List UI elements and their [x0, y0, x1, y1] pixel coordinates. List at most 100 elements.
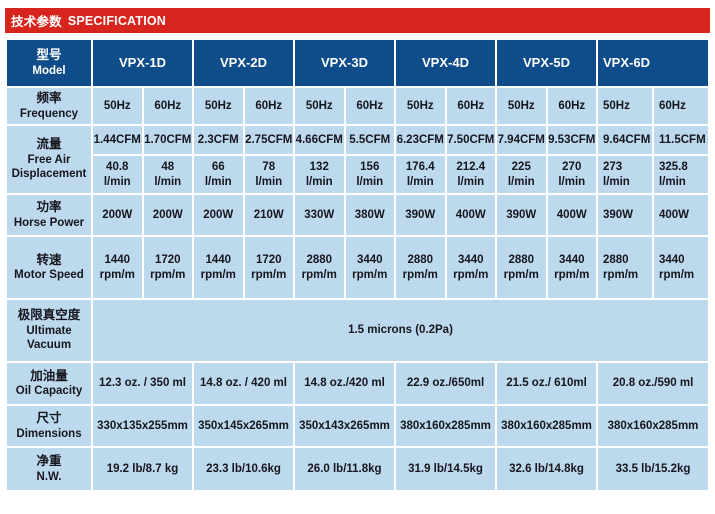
- frequency-value-cell: 60Hz: [446, 88, 495, 124]
- cfm-value-cell: 7.94CFM: [497, 126, 546, 154]
- speed-value: 2880: [407, 254, 434, 267]
- speed-value-cell: 2880 rpm/m: [396, 237, 445, 298]
- speed-value-cell: 2880 rpm/m: [295, 237, 344, 298]
- power-value-cell: 210W: [244, 195, 293, 235]
- power-value-cell: 390W: [396, 195, 445, 235]
- speed-value: 3440: [558, 254, 585, 267]
- lmin-value: 176.4: [405, 161, 435, 174]
- oil-value-cell: 21.5 oz./ 610ml: [497, 363, 596, 404]
- frequency-row: 频率 Frequency 50Hz 60Hz 50Hz 60Hz 50Hz 60…: [7, 88, 708, 124]
- speed-value-cell: 1720 rpm/m: [244, 237, 293, 298]
- frequency-value-cell: 50Hz: [93, 88, 142, 124]
- cfm-value-cell: 9.64CFM: [598, 126, 652, 154]
- frequency-label-zh: 频率: [36, 91, 62, 105]
- row-label-horse-power: 功率 Horse Power: [7, 195, 91, 235]
- lmin-unit: l/min: [305, 175, 333, 188]
- speed-unit: rpm/m: [352, 268, 388, 281]
- frequency-value-cell: 60Hz: [143, 88, 192, 124]
- lmin-value-cell: 176.4 l/min: [396, 156, 445, 193]
- model-row: 型号 Model VPX-1D VPX-2D VPX-3D VPX-4D VPX…: [7, 40, 708, 86]
- oil-value-cell: 20.8 oz./590 ml: [598, 363, 708, 404]
- oil-value-cell: 12.3 oz. / 350 ml: [93, 363, 192, 404]
- power-value-cell: 400W: [654, 195, 708, 235]
- lmin-value: 225: [511, 161, 531, 174]
- dimensions-row: 尺寸 Dimensions 330x135x255mm 350x145x265m…: [7, 406, 708, 446]
- speed-value: 2880: [603, 254, 629, 267]
- speed-value: 3440: [659, 254, 685, 267]
- frequency-value-cell: 60Hz: [244, 88, 293, 124]
- lmin-value-cell: 156 l/min: [345, 156, 394, 193]
- cfm-value-cell: 9.53CFM: [547, 126, 596, 154]
- lmin-value: 40.8: [106, 161, 129, 174]
- row-label-ultimate-vacuum: 极限真空度 Ultimate Vacuum: [7, 300, 91, 361]
- spec-title-en: SPECIFICATION: [67, 13, 167, 28]
- speed-value-cell: 1440 rpm/m: [194, 237, 243, 298]
- weight-value-cell: 31.9 lb/14.5kg: [396, 448, 495, 490]
- power-value-cell: 390W: [598, 195, 652, 235]
- free-air-lmin-row: 40.8 l/min 48 l/min 66 l/min 78 l/min 132 l/m…: [7, 156, 708, 193]
- lmin-value-cell: 325.8 l/min: [654, 156, 708, 193]
- lmin-unit: l/min: [406, 175, 434, 188]
- power-value-cell: 200W: [143, 195, 192, 235]
- speed-unit: rpm/m: [503, 268, 539, 281]
- horse-power-row: 功率 Horse Power 200W 200W 200W 210W 330W …: [7, 195, 708, 235]
- row-label-free-air: 流量 Free Air Displacement: [7, 126, 91, 193]
- cfm-value-cell: 6.23CFM: [396, 126, 445, 154]
- model-header-cell: VPX-1D: [93, 40, 192, 86]
- free-air-label-en2: Displacement: [11, 168, 87, 181]
- speed-unit: rpm/m: [200, 268, 236, 281]
- lmin-value: 78: [262, 161, 276, 174]
- row-label-oil-capacity: 加油量 Oil Capacity: [7, 363, 91, 404]
- net-weight-label-en: N.W.: [36, 470, 62, 483]
- vacuum-value-cell: 1.5 microns (0.2Pa): [93, 300, 708, 361]
- motor-speed-row: 转速 Motor Speed 1440 rpm/m 1720 rpm/m 1440 r…: [7, 237, 708, 298]
- dimensions-value-cell: 350x143x265mm: [295, 406, 394, 446]
- speed-value: 2880: [508, 254, 535, 267]
- speed-unit: rpm/m: [659, 268, 695, 281]
- lmin-value-cell: 225 l/min: [497, 156, 546, 193]
- ultimate-vacuum-row: 极限真空度 Ultimate Vacuum 1.5 microns (0.2Pa…: [7, 300, 708, 361]
- speed-value: 1440: [205, 254, 232, 267]
- cfm-value-cell: 2.3CFM: [194, 126, 243, 154]
- model-label-cell: 型号 Model: [7, 40, 91, 86]
- speed-value: 3440: [457, 254, 484, 267]
- lmin-value-cell: 66 l/min: [194, 156, 243, 193]
- weight-value-cell: 26.0 lb/11.8kg: [295, 448, 394, 490]
- speed-value: 1720: [154, 254, 181, 267]
- dimensions-value-cell: 380x160x285mm: [598, 406, 708, 446]
- lmin-unit: l/min: [603, 175, 630, 188]
- lmin-value-cell: 40.8 l/min: [93, 156, 142, 193]
- speed-unit: rpm/m: [554, 268, 590, 281]
- speed-value-cell: 1720 rpm/m: [143, 237, 192, 298]
- dimensions-value-cell: 330x135x255mm: [93, 406, 192, 446]
- net-weight-row: 净重 N.W. 19.2 lb/8.7 kg 23.3 lb/10.6kg 26…: [7, 448, 708, 490]
- lmin-unit: l/min: [255, 175, 283, 188]
- lmin-unit: l/min: [204, 175, 232, 188]
- speed-unit: rpm/m: [453, 268, 489, 281]
- power-value-cell: 200W: [93, 195, 142, 235]
- lmin-unit: l/min: [558, 175, 586, 188]
- frequency-value-cell: 50Hz: [396, 88, 445, 124]
- frequency-value-cell: 60Hz: [654, 88, 708, 124]
- row-label-motor-speed: 转速 Motor Speed: [7, 237, 91, 298]
- frequency-value-cell: 50Hz: [194, 88, 243, 124]
- power-value-cell: 390W: [497, 195, 546, 235]
- row-label-net-weight: 净重 N.W.: [7, 448, 91, 490]
- spec-sheet: 技术参数 SPECIFICATION 型号 Model VPX-1D VPX-2…: [5, 8, 710, 492]
- speed-value-cell: 1440 rpm/m: [93, 237, 142, 298]
- power-value-cell: 330W: [295, 195, 344, 235]
- specification-table: 型号 Model VPX-1D VPX-2D VPX-3D VPX-4D VPX…: [5, 38, 710, 492]
- lmin-value: 156: [360, 161, 380, 174]
- lmin-unit: l/min: [356, 175, 384, 188]
- cfm-value-cell: 5.5CFM: [345, 126, 394, 154]
- motor-speed-label-zh: 转速: [36, 252, 62, 267]
- model-label-en: Model: [32, 64, 66, 77]
- frequency-value-cell: 60Hz: [345, 88, 394, 124]
- speed-value-cell: 3440 rpm/m: [345, 237, 394, 298]
- oil-value-cell: 22.9 oz./650ml: [396, 363, 495, 404]
- model-header-cell: VPX-4D: [396, 40, 495, 86]
- dimensions-value-cell: 380x160x285mm: [497, 406, 596, 446]
- frequency-label-en: Frequency: [19, 107, 79, 120]
- lmin-unit: l/min: [507, 175, 535, 188]
- oil-label-zh: 加油量: [30, 368, 68, 383]
